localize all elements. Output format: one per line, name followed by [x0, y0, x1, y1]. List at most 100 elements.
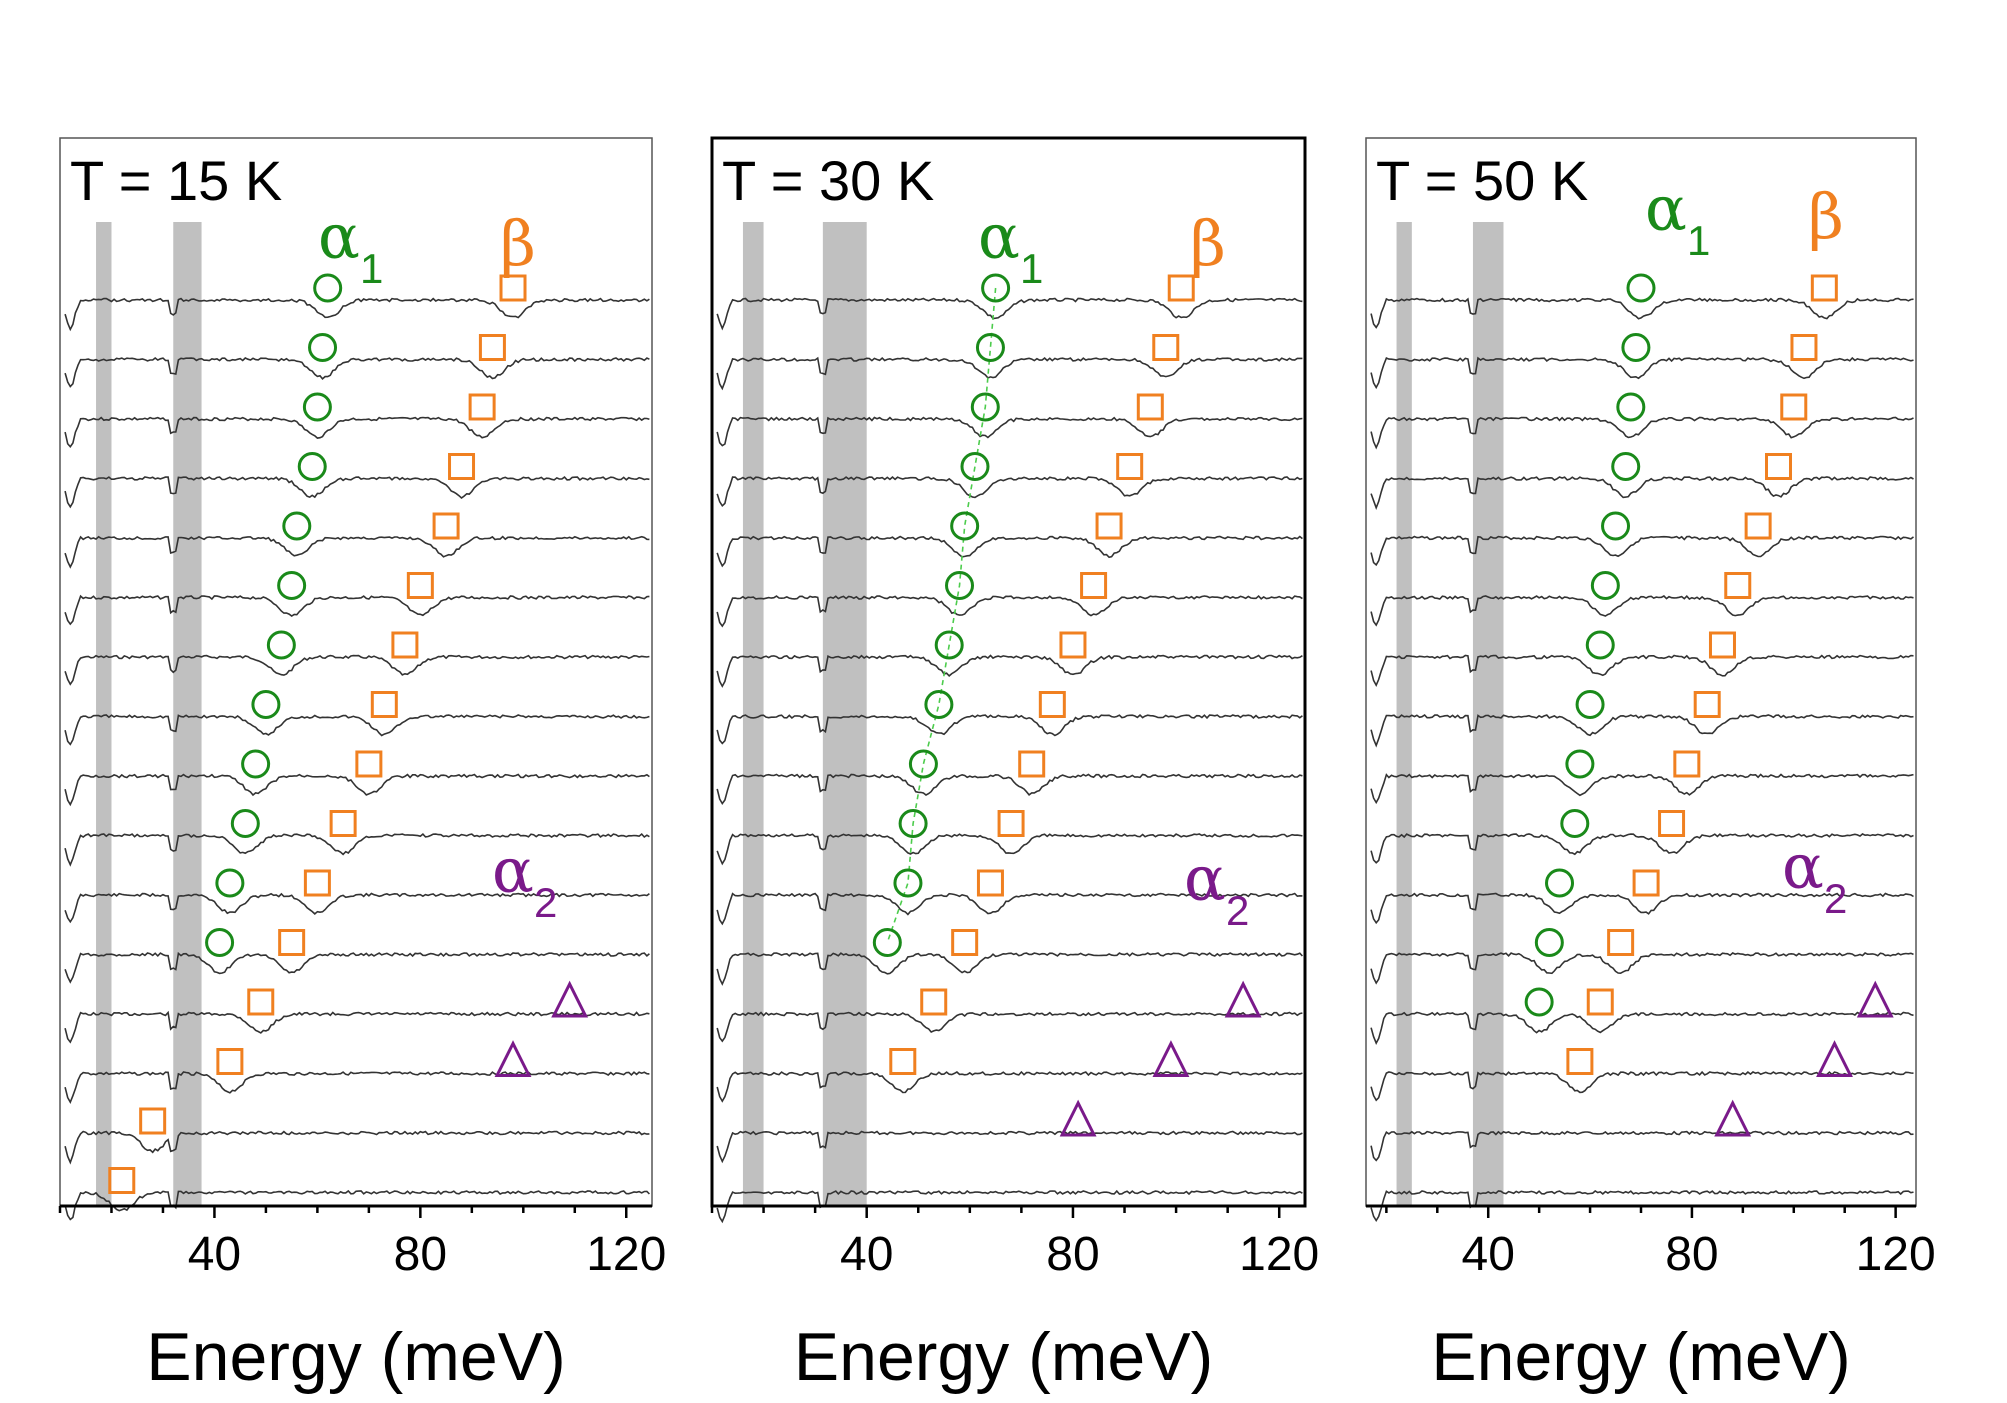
- beta-marker: [448, 453, 476, 480]
- beta-marker: [432, 512, 460, 540]
- alpha1-subscript: 1: [360, 245, 383, 292]
- spectrum-trace-2: [64, 356, 650, 388]
- spectrum-trace-15: [1370, 1130, 1914, 1162]
- beta-marker: [1080, 572, 1108, 599]
- spectrum-trace-8: [64, 714, 650, 746]
- alpha1-marker: [1565, 749, 1595, 779]
- spectrum-trace-8: [716, 714, 1303, 745]
- tick-label: 80: [1665, 1228, 1718, 1281]
- beta-marker: [1136, 393, 1164, 421]
- alpha1-marker: [302, 392, 332, 422]
- beta-marker: [468, 393, 496, 421]
- alpha1-marker: [313, 273, 343, 303]
- spectrum-trace-5: [64, 535, 650, 569]
- spectrum-trace-15: [716, 1130, 1303, 1164]
- beta-marker: [1586, 988, 1614, 1016]
- alpha1-marker: [934, 630, 964, 660]
- beta-marker: [303, 869, 331, 897]
- beta-marker: [499, 274, 527, 302]
- beta-marker: [216, 1048, 244, 1075]
- alpha1-marker: [1560, 809, 1590, 838]
- beta-marker: [355, 750, 383, 778]
- beta-marker: [1566, 1048, 1594, 1075]
- alpha1-marker: [1601, 511, 1631, 541]
- beta-marker: [478, 334, 506, 361]
- alpha2-marker: [1816, 1040, 1853, 1077]
- alpha2-marker: [1856, 980, 1894, 1018]
- alpha1-marker: [908, 749, 938, 779]
- spectrum-trace-5: [1370, 535, 1914, 567]
- alpha2-label: α: [1782, 830, 1824, 903]
- spectrum-trace-14: [716, 1070, 1303, 1103]
- beta-marker: [1724, 572, 1752, 599]
- alpha1-subscript: 1: [1020, 245, 1043, 292]
- alpha1-marker: [266, 630, 296, 660]
- spectrum-trace-4: [716, 476, 1303, 508]
- alpha2-subscript: 2: [1824, 875, 1847, 922]
- alpha1-marker: [230, 809, 260, 838]
- spectrum-trace-4: [64, 476, 650, 509]
- alpha1-marker: [1534, 928, 1564, 957]
- spectrum-trace-12: [64, 951, 650, 984]
- temperature-label: T = 30 K: [722, 149, 934, 212]
- alpha1-marker: [1621, 333, 1651, 362]
- spectrum-trace-7: [716, 654, 1303, 688]
- beta-marker: [1765, 453, 1792, 480]
- beta-label: β: [1190, 207, 1226, 280]
- spectrum-trace-6: [1370, 595, 1914, 627]
- beta-marker: [1167, 274, 1195, 302]
- alpha1-marker: [893, 868, 923, 898]
- alpha1-subscript: 1: [1687, 217, 1710, 264]
- alpha1-marker: [1575, 690, 1605, 719]
- tick-label: 80: [1046, 1228, 1099, 1281]
- x-axis-label: Energy (meV): [146, 1319, 565, 1395]
- beta-marker: [1607, 929, 1635, 956]
- shaded-band-2: [173, 222, 202, 1206]
- alpha1-marker: [872, 928, 902, 957]
- beta-marker: [108, 1167, 136, 1194]
- alpha1-marker: [297, 452, 327, 481]
- spectrum-trace-2: [1370, 356, 1914, 390]
- beta-label: β: [500, 207, 536, 280]
- alpha1-marker: [1626, 273, 1656, 303]
- alpha1-marker: [251, 690, 281, 719]
- shaded-band-1: [1396, 222, 1412, 1206]
- alpha1-marker: [950, 511, 980, 541]
- alpha1-marker: [898, 809, 928, 838]
- alpha2-marker: [1152, 1040, 1190, 1077]
- plot-frame: [710, 136, 1307, 1208]
- alpha1-label: α: [1645, 172, 1687, 245]
- spectrum-trace-12: [1370, 952, 1914, 985]
- alpha1-marker: [277, 571, 307, 600]
- beta-marker: [247, 988, 275, 1016]
- beta-marker: [1693, 691, 1721, 718]
- alpha1-marker: [945, 571, 975, 600]
- spectrum-trace-9: [1370, 773, 1914, 805]
- alpha1-marker: [215, 868, 245, 898]
- temperature-label: T = 15 K: [70, 149, 282, 212]
- spectrum-trace-9: [716, 773, 1303, 805]
- shaded-band-2: [1472, 222, 1504, 1206]
- beta-marker: [1780, 393, 1808, 421]
- beta-marker: [406, 572, 434, 599]
- beta-marker: [1744, 512, 1772, 540]
- alpha2-marker: [551, 980, 589, 1018]
- spectrum-trace-7: [64, 654, 650, 686]
- alpha2-subscript: 2: [1226, 887, 1249, 934]
- spectrum-trace-12: [716, 952, 1303, 986]
- spectrum-trace-3: [716, 416, 1303, 447]
- spectrum-trace-3: [1370, 416, 1914, 450]
- alpha2-marker: [1059, 1099, 1097, 1137]
- beta-marker: [1673, 750, 1701, 778]
- beta-marker: [997, 810, 1025, 837]
- alpha1-marker: [1611, 452, 1641, 481]
- spectrum-trace-3: [64, 416, 650, 448]
- spectrum-trace-6: [716, 595, 1303, 628]
- tick-label: 40: [840, 1228, 893, 1281]
- spectrum-trace-6: [64, 594, 650, 626]
- alpha1-guide-line: [886, 287, 997, 943]
- spectrum-trace-1: [1370, 297, 1914, 329]
- alpha2-marker: [1714, 1099, 1752, 1137]
- beta-marker: [1708, 631, 1736, 659]
